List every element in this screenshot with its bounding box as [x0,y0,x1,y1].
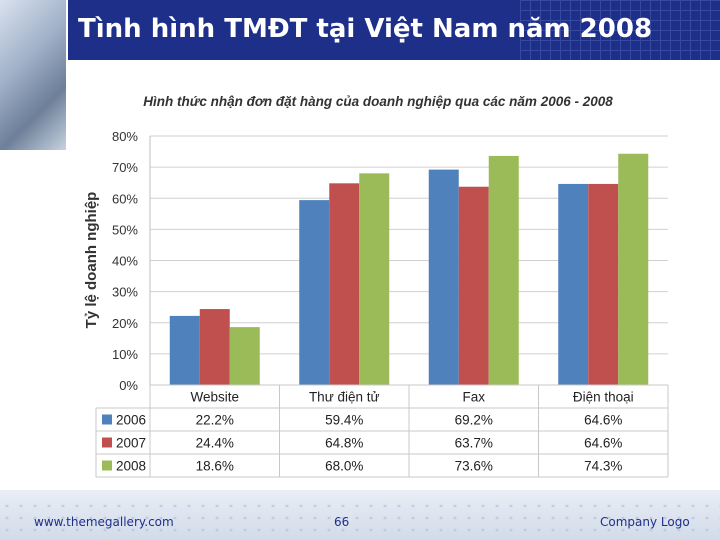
data-label: 59.4% [325,413,363,428]
bar [329,183,360,385]
y-tick-label: 60% [112,191,138,206]
data-label: 64.6% [584,436,622,451]
data-label: 64.6% [584,413,622,428]
y-tick-label: 80% [112,129,138,144]
bars [169,153,649,385]
category-label: Website [190,390,239,405]
legend-swatch [102,460,112,471]
y-axis-label: Tỷ lệ doanh nghiệp [83,192,100,329]
bar [229,327,260,385]
data-label: 74.3% [584,459,622,474]
bar [199,309,230,385]
page-number: 66 [334,515,350,529]
legend-label: 2006 [116,413,146,428]
data-label: 73.6% [455,459,493,474]
data-label: 63.7% [455,436,493,451]
data-label: 22.2% [196,413,234,428]
y-tick-label: 40% [112,254,138,269]
data-label: 68.0% [325,459,363,474]
gridlines: 0% 10% 20% 30% 40% 50% 60% 70% 80% [112,129,668,393]
data-label: 69.2% [455,413,493,428]
slide-title: Tình hình TMĐT tại Việt Nam năm 2008 [78,14,653,44]
bar [488,155,519,385]
chart: Hình thức nhận đơn đặt hàng của doanh ng… [83,94,669,478]
y-tick-label: 70% [112,160,138,175]
bar [558,183,589,385]
data-label: 18.6% [196,459,234,474]
bar [458,186,489,385]
legend-swatch [102,414,112,425]
y-tick-label: 20% [112,316,138,331]
bar [169,315,200,385]
legend-swatch [102,437,112,448]
y-tick-label: 10% [112,347,138,362]
y-tick-label: 50% [112,222,138,237]
bar [299,200,330,385]
bar [428,169,459,385]
header-photo [0,0,66,150]
legend-label: 2008 [116,459,146,474]
bar [618,153,649,385]
data-label: 64.8% [325,436,363,451]
data-table: Website Thư điện tử Fax Điện thoại 2006 22.2%… [95,384,669,478]
footer-company-logo: Company Logo [600,515,690,529]
header-grid-decoration [520,0,720,60]
category-label: Fax [462,390,485,405]
footer-dots-decoration [0,500,720,540]
footer-website: www.themegallery.com [34,515,174,529]
data-label: 24.4% [196,436,234,451]
header-divider [66,0,68,150]
chart-title: Hình thức nhận đơn đặt hàng của doanh ng… [143,94,613,109]
bar [588,183,619,385]
category-label: Điện thoại [573,390,634,405]
bar [359,173,390,385]
y-tick-label: 30% [112,285,138,300]
legend-label: 2007 [116,436,146,451]
y-tick-label: 0% [119,378,138,393]
category-label: Thư điện tử [309,390,380,405]
